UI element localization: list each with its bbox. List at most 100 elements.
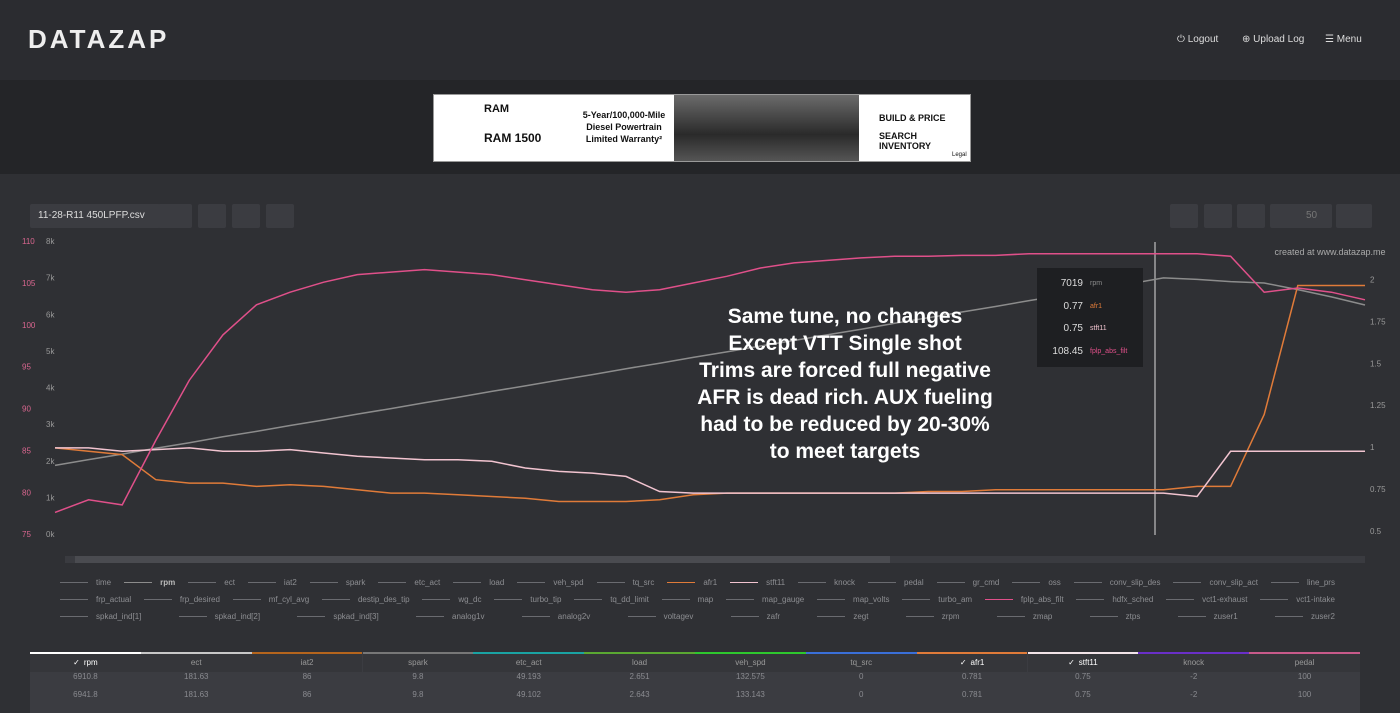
legend-label: zegt	[853, 612, 869, 621]
table-cell: 0.75	[1075, 690, 1091, 699]
legend-item[interactable]: line_prs	[1270, 578, 1335, 587]
legend-item[interactable]: knock	[798, 578, 855, 587]
y-tick-label: 6k	[46, 310, 55, 319]
speed-input[interactable]: 50	[1306, 210, 1318, 221]
annotation-line: Trims are forced full negative	[699, 359, 991, 382]
legend-item[interactable]: oss	[1012, 578, 1061, 587]
legend-item[interactable]: analog2v	[521, 612, 590, 621]
legend-item[interactable]: map_volts	[817, 595, 890, 604]
legend-item[interactable]: tq_dd_limit	[574, 595, 649, 604]
legend-item[interactable]: spkad_ind[1]	[60, 612, 141, 621]
filter-button[interactable]	[1237, 204, 1265, 228]
legend-item[interactable]: turbo_am	[902, 595, 972, 604]
legend-item[interactable]: zuser1	[1177, 612, 1238, 621]
legend-item[interactable]: zafr	[730, 612, 780, 621]
tooltip: 7019 rpm 0.77 afr1 0.75 stft11 108.45 fplp_abs_…	[1037, 268, 1143, 367]
legend-item[interactable]: zegt	[817, 612, 868, 621]
upload-link[interactable]: ⊕ Upload Log	[1242, 34, 1304, 45]
ad-action[interactable]: SEARCH INVENTORY	[879, 131, 932, 151]
legend-item[interactable]: spark	[309, 578, 365, 587]
legend-item[interactable]: etc_act	[378, 578, 440, 587]
zoom-button[interactable]	[1204, 204, 1232, 228]
legend-item[interactable]: fplp_abs_filt	[984, 595, 1064, 604]
legend-item[interactable]: spkad_ind[3]	[297, 612, 379, 621]
legend-item[interactable]: ect	[188, 578, 235, 587]
legend-item[interactable]: map_gauge	[726, 595, 804, 604]
table-cell: 86	[302, 690, 312, 699]
column-header: pedal	[1249, 652, 1360, 672]
legend-item[interactable]: hdfx_sched	[1076, 595, 1153, 604]
legend-swatch	[517, 582, 546, 583]
y-tick-label: 75	[22, 530, 31, 539]
legend-item[interactable]: frp_actual	[60, 595, 131, 604]
tool-button[interactable]	[198, 204, 226, 228]
ad-model: RAM 1500	[484, 131, 542, 145]
legend-item[interactable]: wg_dc	[422, 595, 481, 604]
table-cell: 181.63	[184, 672, 209, 681]
table-cell: 9.8	[412, 672, 424, 681]
scrollbar-thumb[interactable]	[75, 556, 890, 563]
legend-item[interactable]: turbo_tip	[494, 595, 561, 604]
legend-item[interactable]: gr_cmd	[936, 578, 999, 587]
legend-item[interactable]: conv_slip_act	[1173, 578, 1258, 587]
legend-label: tq_src	[632, 578, 655, 587]
legend-item[interactable]: afr1	[667, 578, 717, 587]
legend-item[interactable]: tq_src	[596, 578, 655, 587]
tooltip-name: stft11	[1090, 325, 1107, 332]
check-icon: ✓	[73, 658, 80, 667]
column-title: veh_spd	[735, 658, 766, 667]
reload-button[interactable]	[158, 204, 192, 228]
nav-text: Logout	[1187, 34, 1219, 45]
legend-swatch	[726, 599, 754, 600]
legend-item[interactable]: iat2	[247, 578, 297, 587]
legend-item[interactable]: voltagev	[627, 612, 693, 621]
legend-label: spkad_ind[1]	[96, 612, 142, 621]
legend-label: ztps	[1125, 612, 1141, 621]
ad-offer-line: Diesel Powertrain	[586, 122, 662, 132]
nav-text: Menu	[1336, 34, 1362, 45]
legend-item[interactable]: ztps	[1089, 612, 1141, 621]
menu-link[interactable]: ☰ Menu	[1325, 34, 1362, 45]
legend-swatch	[868, 582, 897, 583]
legend-item[interactable]: destip_des_tip	[321, 595, 410, 604]
ad-banner[interactable]: RAM RAM 1500 5-Year/100,000-Mile Diesel …	[433, 94, 971, 162]
legend-item[interactable]: vct1-intake	[1260, 595, 1335, 604]
legend-item[interactable]: conv_slip_des	[1073, 578, 1160, 587]
legend-item[interactable]: zrpm	[905, 612, 960, 621]
tool-button[interactable]	[1170, 204, 1198, 228]
logout-link[interactable]: ⏻ Logout	[1177, 34, 1218, 45]
table-cell: 2.643	[629, 690, 650, 699]
chart: created at www.datazap.me 75 80 85 90 95 100 1…	[22, 237, 1386, 563]
legend-item[interactable]: rpm	[124, 578, 175, 587]
ad-action[interactable]: BUILD & PRICE	[879, 113, 946, 123]
legend-item[interactable]: zmap	[996, 612, 1052, 621]
legend-item[interactable]: vct1-exhaust	[1166, 595, 1247, 604]
legend-item[interactable]: map	[661, 595, 713, 604]
legend-item[interactable]: mf_cyl_avg	[232, 595, 309, 604]
legend-item[interactable]: stft11	[730, 578, 785, 587]
column-title: knock	[1183, 658, 1205, 667]
ad-legal[interactable]: Legal	[952, 152, 967, 158]
y-tick-label: 80	[22, 488, 31, 497]
legend-item[interactable]: analog1v	[416, 612, 485, 621]
file-button[interactable]: 11-28-R11 450LPFP.csv	[30, 204, 160, 228]
export-button[interactable]	[1336, 204, 1372, 228]
legend-swatch	[984, 599, 1013, 600]
tool-button[interactable]	[266, 204, 294, 228]
legend-item[interactable]: pedal	[868, 578, 924, 587]
legend-swatch	[321, 599, 350, 600]
legend-swatch	[1012, 582, 1041, 583]
legend-item[interactable]: veh_spd	[517, 578, 584, 587]
play-button[interactable]: 50	[1270, 204, 1332, 228]
logo[interactable]: DATAZAP	[28, 24, 170, 54]
legend-item[interactable]: time	[60, 578, 111, 587]
legend-item[interactable]: frp_desired	[143, 595, 220, 604]
legend-label: etc_act	[414, 578, 441, 587]
legend-item[interactable]: zuser2	[1274, 612, 1335, 621]
legend-item[interactable]: load	[453, 578, 504, 587]
tool-button[interactable]	[232, 204, 260, 228]
column-header: veh_spd	[695, 652, 806, 672]
legend-item[interactable]: spkad_ind[2]	[178, 612, 260, 621]
annotation-line: to meet targets	[769, 440, 921, 463]
legend-swatch	[178, 616, 207, 617]
